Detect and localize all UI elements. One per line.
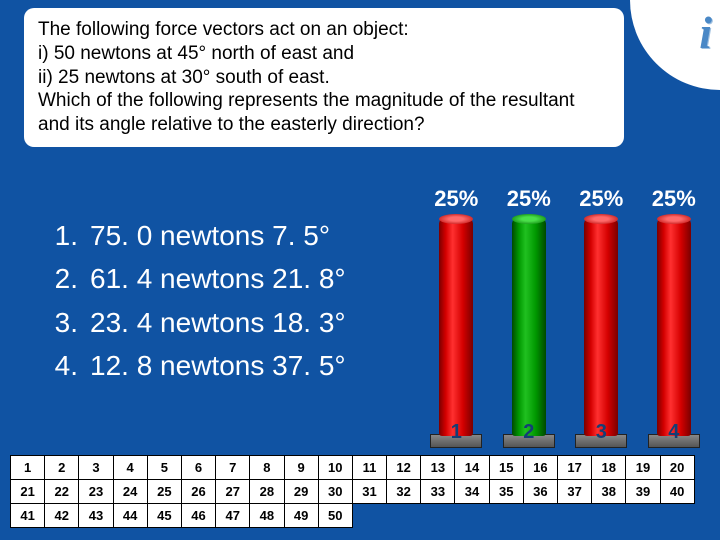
answer-text: 61. 4 newtons 21. 8° bbox=[90, 257, 346, 300]
grid-cell[interactable]: 3 bbox=[79, 456, 113, 480]
grid-cell[interactable]: 39 bbox=[626, 480, 660, 504]
grid-cell[interactable]: 40 bbox=[660, 480, 694, 504]
grid-cell[interactable]: 37 bbox=[558, 480, 592, 504]
bar-group bbox=[572, 218, 630, 448]
bars-container bbox=[420, 208, 710, 448]
answer-text: 12. 8 newtons 37. 5° bbox=[90, 344, 346, 387]
answer-option[interactable]: 2. 61. 4 newtons 21. 8° bbox=[50, 257, 346, 300]
grid-cell[interactable]: 30 bbox=[318, 480, 352, 504]
grid-cell[interactable]: 16 bbox=[523, 456, 557, 480]
bar-axis-labels: 1 2 3 4 bbox=[420, 421, 710, 444]
answer-number: 2. bbox=[50, 257, 90, 300]
bar-group bbox=[500, 218, 558, 448]
grid-cell[interactable]: 21 bbox=[11, 480, 45, 504]
responder-grid: 1234567891011121314151617181920212223242… bbox=[10, 455, 695, 528]
answer-text: 23. 4 newtons 18. 3° bbox=[90, 301, 346, 344]
grid-cell[interactable]: 24 bbox=[113, 480, 147, 504]
grid-cell[interactable]: 43 bbox=[79, 504, 113, 528]
grid-cell[interactable]: 41 bbox=[11, 504, 45, 528]
bar-group bbox=[427, 218, 485, 448]
grid-cell[interactable]: 5 bbox=[147, 456, 181, 480]
grid-cell[interactable]: 26 bbox=[181, 480, 215, 504]
grid-cell[interactable]: 50 bbox=[318, 504, 352, 528]
grid-cell[interactable]: 29 bbox=[284, 480, 318, 504]
grid-cell[interactable]: 28 bbox=[250, 480, 284, 504]
grid-cell[interactable]: 14 bbox=[455, 456, 489, 480]
bar-label: 1 bbox=[451, 421, 462, 444]
grid-cell[interactable]: 22 bbox=[45, 480, 79, 504]
answer-number: 4. bbox=[50, 344, 90, 387]
bar-label: 3 bbox=[596, 421, 607, 444]
grid-cell[interactable]: 12 bbox=[387, 456, 421, 480]
grid-cell[interactable]: 20 bbox=[660, 456, 694, 480]
question-line: i) 50 newtons at 45° north of east and bbox=[38, 42, 610, 66]
bar-3 bbox=[584, 218, 618, 436]
grid-cell[interactable]: 36 bbox=[523, 480, 557, 504]
grid-cell[interactable]: 18 bbox=[592, 456, 626, 480]
grid-cell[interactable]: 35 bbox=[489, 480, 523, 504]
answer-option[interactable]: 1. 75. 0 newtons 7. 5° bbox=[50, 214, 346, 257]
grid-cell[interactable]: 19 bbox=[626, 456, 660, 480]
grid-cell[interactable]: 45 bbox=[147, 504, 181, 528]
grid-cell[interactable]: 33 bbox=[421, 480, 455, 504]
response-bar-chart: 25% 25% 25% 25% 1 2 3 4 bbox=[420, 208, 710, 448]
question-line: Which of the following represents the ma… bbox=[38, 89, 610, 113]
question-line: ii) 25 newtons at 30° south of east. bbox=[38, 66, 610, 90]
grid-cell[interactable]: 13 bbox=[421, 456, 455, 480]
grid-cell[interactable]: 11 bbox=[352, 456, 386, 480]
bar-label: 2 bbox=[523, 421, 534, 444]
grid-cell[interactable]: 23 bbox=[79, 480, 113, 504]
grid-cell[interactable]: 47 bbox=[216, 504, 250, 528]
answer-text: 75. 0 newtons 7. 5° bbox=[90, 214, 330, 257]
grid-cell[interactable]: 32 bbox=[387, 480, 421, 504]
question-line: The following force vectors act on an ob… bbox=[38, 18, 610, 42]
grid-cell[interactable]: 4 bbox=[113, 456, 147, 480]
grid-cell[interactable]: 1 bbox=[11, 456, 45, 480]
answer-option[interactable]: 4. 12. 8 newtons 37. 5° bbox=[50, 344, 346, 387]
grid-cell[interactable]: 27 bbox=[216, 480, 250, 504]
grid-cell[interactable]: 48 bbox=[250, 504, 284, 528]
grid-cell[interactable]: 2 bbox=[45, 456, 79, 480]
bar-1 bbox=[439, 218, 473, 436]
grid-cell[interactable]: 6 bbox=[181, 456, 215, 480]
info-icon: i bbox=[699, 6, 712, 59]
answer-number: 3. bbox=[50, 301, 90, 344]
info-corner-icon[interactable]: i bbox=[630, 0, 720, 90]
question-box: The following force vectors act on an ob… bbox=[24, 8, 624, 147]
bar-group bbox=[645, 218, 703, 448]
grid-cell[interactable]: 10 bbox=[318, 456, 352, 480]
grid-cell[interactable]: 15 bbox=[489, 456, 523, 480]
bar-4 bbox=[657, 218, 691, 436]
grid-cell[interactable]: 17 bbox=[558, 456, 592, 480]
grid-cell[interactable]: 31 bbox=[352, 480, 386, 504]
bar-2 bbox=[512, 218, 546, 436]
grid-cell[interactable]: 42 bbox=[45, 504, 79, 528]
grid-cell[interactable]: 38 bbox=[592, 480, 626, 504]
answer-number: 1. bbox=[50, 214, 90, 257]
answer-list: 1. 75. 0 newtons 7. 5° 2. 61. 4 newtons … bbox=[50, 214, 346, 388]
grid-cell[interactable]: 7 bbox=[216, 456, 250, 480]
grid-cell[interactable]: 9 bbox=[284, 456, 318, 480]
bar-label: 4 bbox=[668, 421, 679, 444]
grid-cell[interactable]: 25 bbox=[147, 480, 181, 504]
answer-option[interactable]: 3. 23. 4 newtons 18. 3° bbox=[50, 301, 346, 344]
grid-cell[interactable]: 8 bbox=[250, 456, 284, 480]
grid-cell[interactable]: 34 bbox=[455, 480, 489, 504]
grid-cell[interactable]: 46 bbox=[181, 504, 215, 528]
grid-cell[interactable]: 44 bbox=[113, 504, 147, 528]
grid-cell[interactable]: 49 bbox=[284, 504, 318, 528]
question-line: and its angle relative to the easterly d… bbox=[38, 113, 610, 137]
